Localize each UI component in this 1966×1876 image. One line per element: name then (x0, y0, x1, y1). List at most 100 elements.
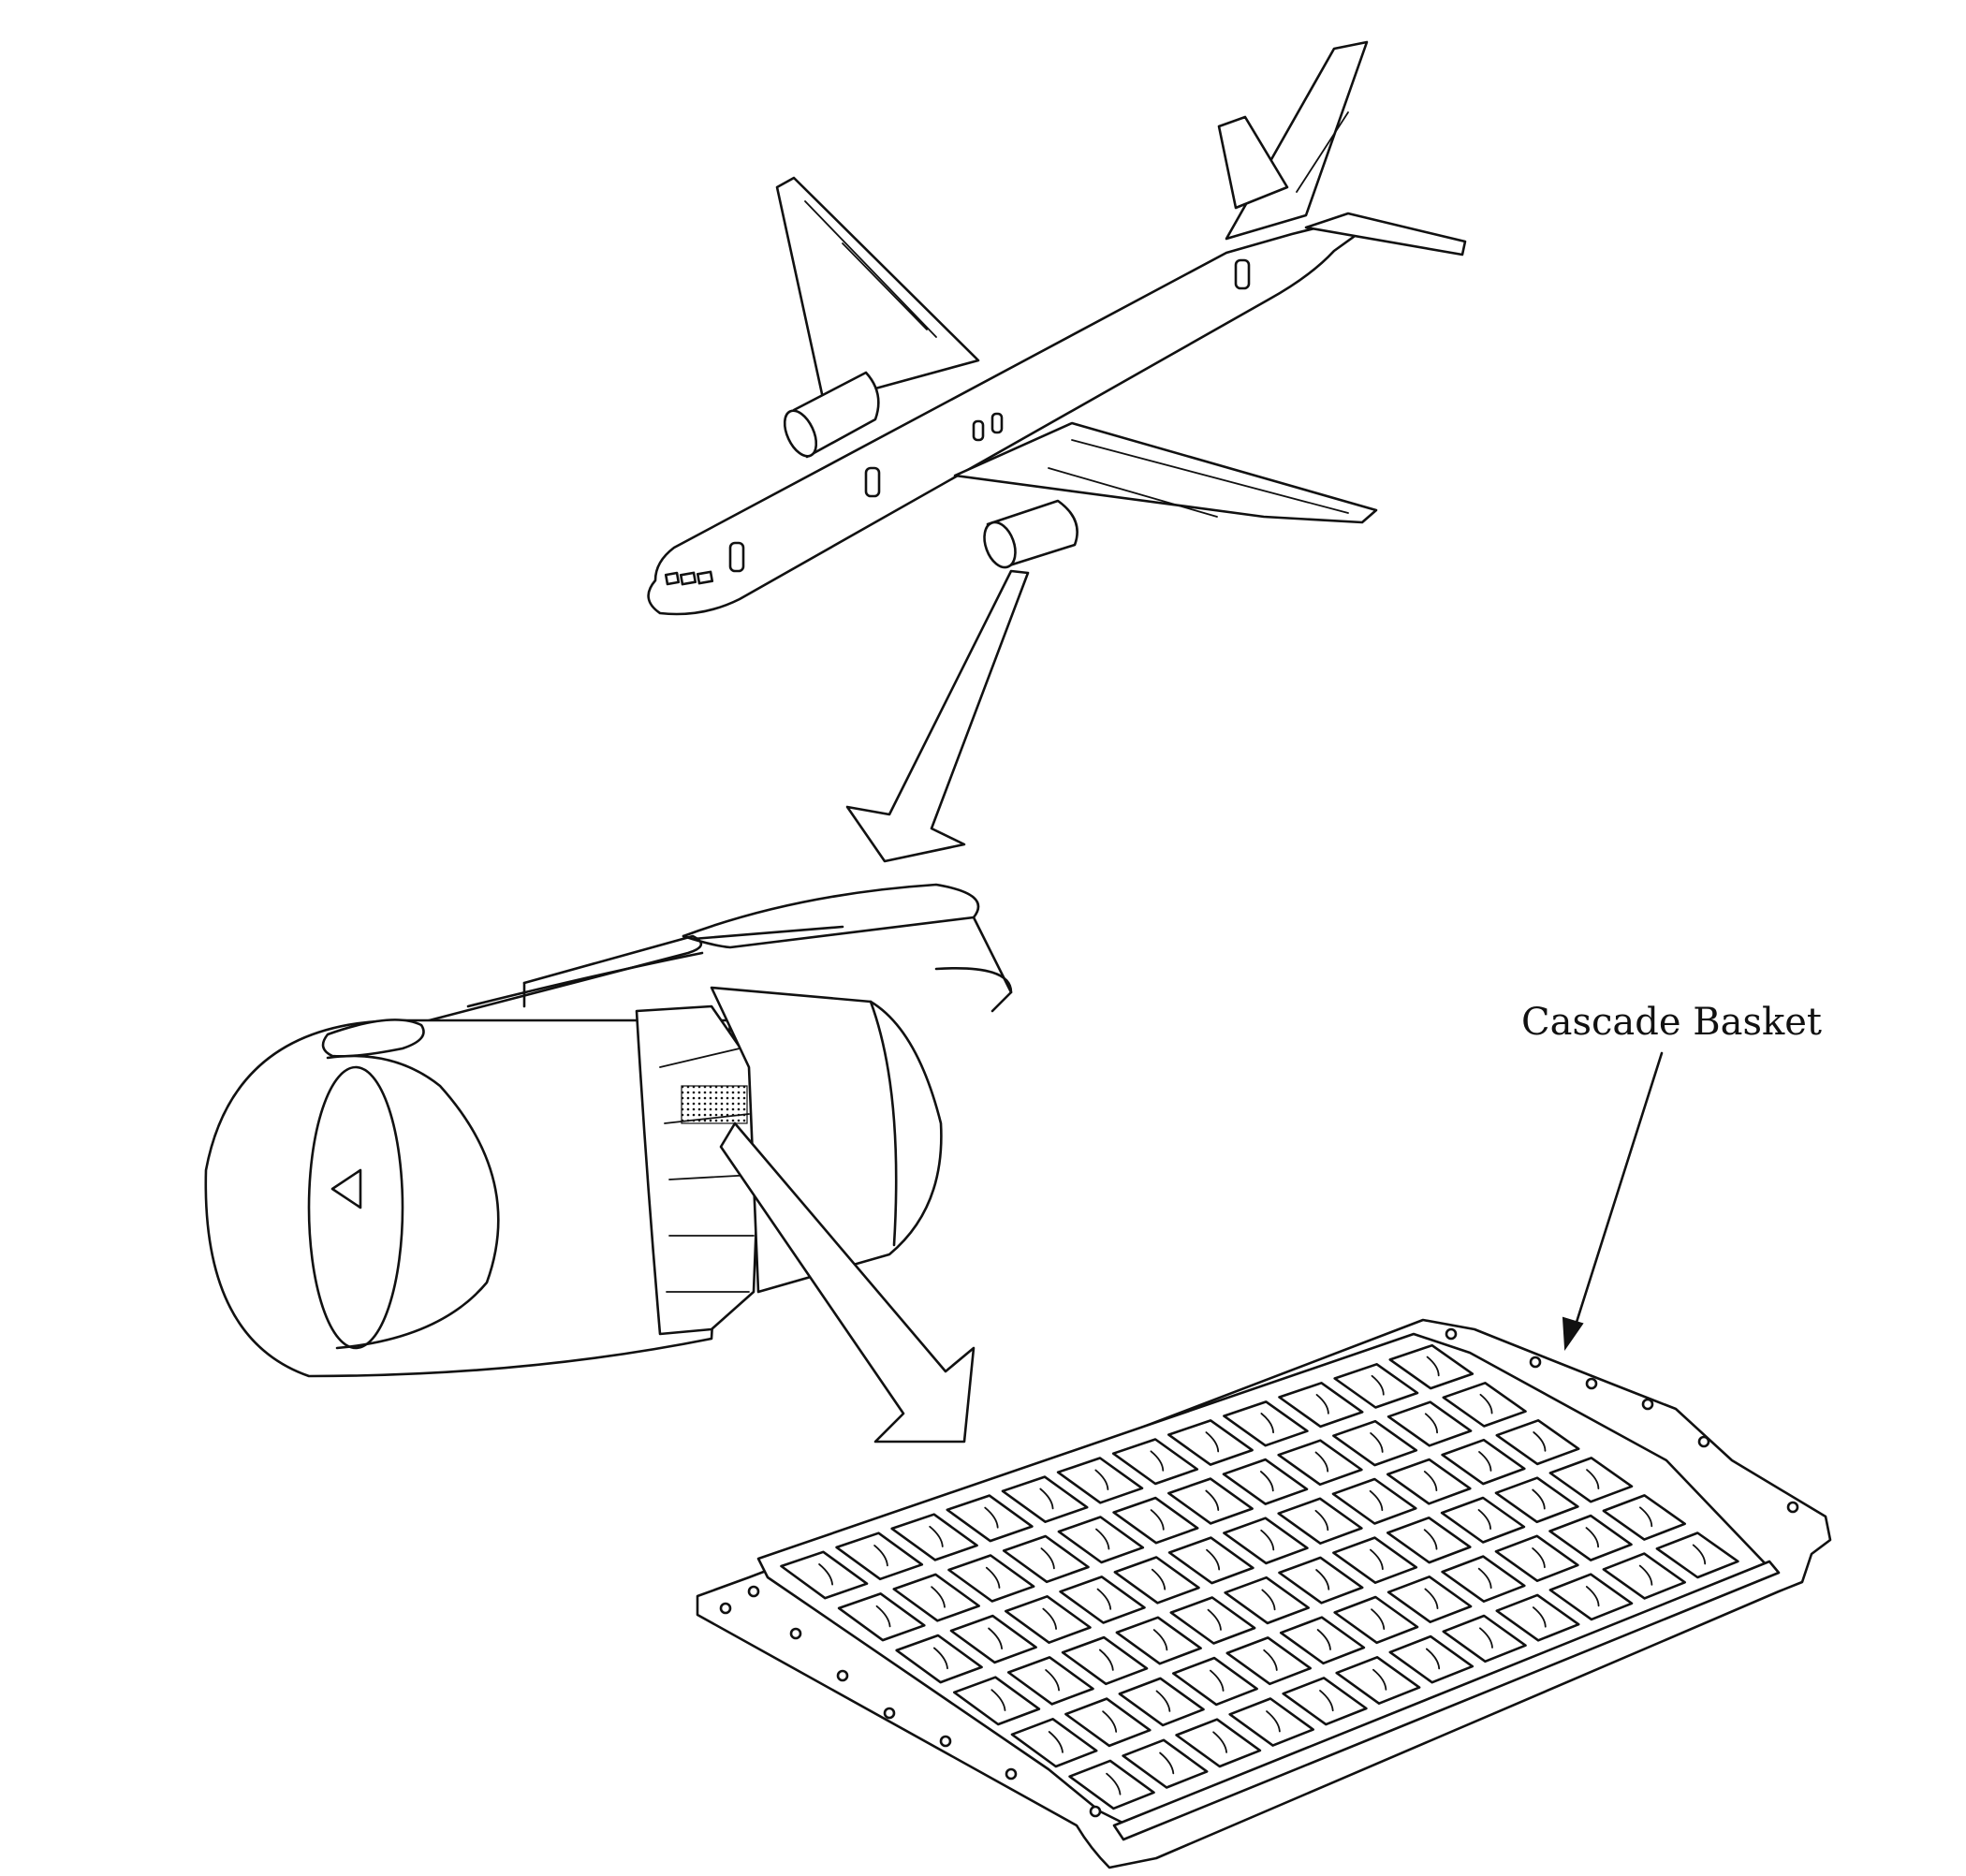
basket-vane (1205, 1489, 1220, 1511)
basket-rivet (789, 1627, 802, 1640)
basket-cell (1282, 1677, 1368, 1726)
basket-vane (1372, 1668, 1387, 1691)
basket-cell (1494, 1534, 1579, 1582)
basket-vane (1370, 1548, 1384, 1571)
basket-vane (1477, 1509, 1491, 1530)
basket-vane (1426, 1648, 1441, 1670)
basket-vane (1371, 1608, 1386, 1630)
basket-vane (1585, 1586, 1600, 1607)
basket-vane (1638, 1564, 1653, 1586)
basket-cell (1495, 1593, 1580, 1642)
basket-vane (931, 1586, 946, 1608)
basket-cell (890, 1513, 978, 1561)
airplane-near-engine (983, 499, 1078, 569)
basket-vane (1424, 1413, 1438, 1434)
basket-vane (1206, 1548, 1221, 1571)
basket-vane (1094, 1469, 1109, 1490)
basket-cell (1118, 1677, 1205, 1727)
basket-vane (984, 1506, 999, 1529)
basket-cell (1223, 1517, 1309, 1565)
basket-vane (1639, 1506, 1653, 1528)
engine-cascade-patch (681, 1085, 748, 1124)
airplane-far-wing (775, 176, 980, 404)
airplane-drawing (647, 40, 1467, 616)
basket-cell (1277, 1439, 1363, 1487)
basket-cell (1169, 1596, 1256, 1645)
basket-cell (1548, 1573, 1634, 1621)
basket-vane (1205, 1431, 1220, 1453)
basket-cell (1006, 1656, 1094, 1706)
basket-cell (1112, 1496, 1199, 1545)
zoom-arrow-engine (845, 569, 1030, 863)
basket-cell (835, 1532, 924, 1581)
basket-vane (1150, 1509, 1165, 1531)
basket-cell (1494, 1476, 1579, 1524)
basket-cell (1548, 1514, 1633, 1561)
airplane-far-stabilizer (1217, 115, 1289, 210)
basket-cell (1442, 1614, 1527, 1663)
basket-cell (895, 1634, 983, 1684)
basket-vane (1478, 1451, 1492, 1472)
basket-cell (1441, 1555, 1526, 1603)
basket-cell (1115, 1616, 1202, 1665)
basket-vane (818, 1563, 833, 1586)
basket-cell (1225, 1636, 1312, 1686)
basket-vane (1532, 1547, 1546, 1569)
basket-cell (1602, 1552, 1686, 1600)
basket-vane (1155, 1690, 1171, 1712)
basket-vane (1210, 1669, 1225, 1692)
basket-cell (1548, 1457, 1634, 1503)
basket-cell (1278, 1382, 1364, 1429)
basket-cell (1061, 1635, 1149, 1686)
engine-wing (682, 883, 980, 938)
basket-cell (1001, 1475, 1089, 1523)
basket-vane (1479, 1393, 1493, 1414)
basket-rivet (1445, 1327, 1458, 1341)
basket-vane (1369, 1489, 1384, 1512)
engine-leading-edge (321, 1019, 425, 1058)
airplane-doors (728, 258, 1251, 573)
cascade-basket-drawing (696, 1318, 1832, 1869)
basket-cell (1223, 1400, 1309, 1447)
basket-vane (1159, 1751, 1175, 1775)
basket-vane (1371, 1374, 1385, 1396)
basket-rivet (1585, 1377, 1598, 1390)
basket-vane (1263, 1649, 1278, 1671)
basket-rivet (1529, 1356, 1542, 1369)
basket-vane (1370, 1432, 1384, 1453)
basket-cell (1279, 1616, 1366, 1665)
basket-vane (1585, 1527, 1599, 1548)
basket-cell (949, 1614, 1037, 1664)
basket-rivets (719, 1327, 1799, 1818)
engine-spinner (330, 1168, 362, 1209)
basket-vane (1533, 1431, 1547, 1452)
basket-slot (1112, 1560, 1781, 1841)
basket-rivet (1786, 1501, 1799, 1514)
basket-rivet (1005, 1767, 1018, 1781)
basket-vane (1102, 1710, 1118, 1733)
basket-cell (1388, 1634, 1474, 1684)
basket-cell (1222, 1458, 1309, 1505)
basket-cell (1386, 1458, 1472, 1505)
basket-cell (837, 1592, 926, 1642)
basket-cell (892, 1573, 980, 1622)
engine-drawing (204, 883, 1013, 1378)
basket-vane (1479, 1627, 1493, 1649)
basket-cell (1278, 1556, 1364, 1605)
basket-cell (953, 1676, 1041, 1726)
basket-vane (1423, 1529, 1438, 1550)
basket-vane (1045, 1669, 1060, 1692)
airplane-near-wing (953, 421, 1378, 524)
cascade-basket-label: Cascade Basket (1521, 1001, 1822, 1044)
basket-cell (1056, 1457, 1144, 1504)
basket-vane (1319, 1690, 1334, 1712)
basket-vane (1266, 1710, 1281, 1733)
basket-rivet (1641, 1398, 1654, 1411)
basket-vane (1042, 1607, 1057, 1630)
basket-cell (1068, 1759, 1155, 1810)
basket-cell (1228, 1697, 1314, 1747)
basket-cell (1111, 1438, 1199, 1486)
basket-cell-grid (780, 1343, 1739, 1810)
basket-rivet (836, 1669, 849, 1682)
